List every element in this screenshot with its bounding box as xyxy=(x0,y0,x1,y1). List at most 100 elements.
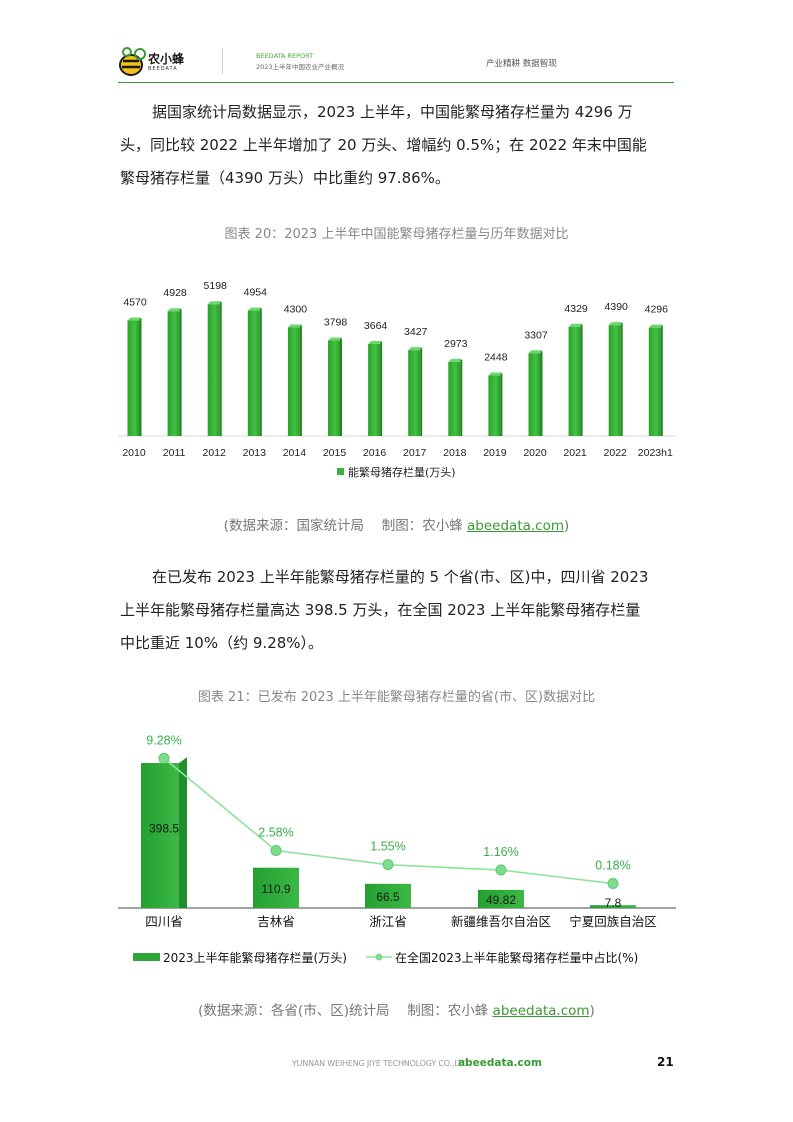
province-sow-combo-chart: 398.5 四川省 110.9 吉林省 66.5 浙江省 49.82 新疆维吾尔自治区 7.8 宁… xyxy=(118,733,676,965)
logo-subtext: BEEDATA xyxy=(148,66,178,72)
paragraph-1-line: 据国家统计局数据显示，2023 上半年，中国能繁母猪存栏量为 4296 万 xyxy=(152,103,633,121)
line-point xyxy=(270,844,282,856)
bar xyxy=(408,350,421,436)
tick-label: 宁夏回族自治区 xyxy=(569,914,657,929)
paragraph-1-line: 头，同比较 2022 上半年增加了 20 万头、增幅约 0.5%；在 2022 … xyxy=(120,136,647,154)
paragraph-2-line: 上半年能繁母猪存栏量高达 398.5 万头，在全国 2023 上半年能繁母猪存栏… xyxy=(120,601,641,619)
tick-label: 2010 xyxy=(122,447,146,459)
bar xyxy=(365,883,411,908)
data-label: 2973 xyxy=(444,338,468,350)
tick-label: 四川省 xyxy=(145,914,183,929)
bar xyxy=(448,361,461,436)
bar-side xyxy=(620,323,623,436)
source-1-text: (数据来源：国家统计局 制图：农小蜂 xyxy=(223,518,468,534)
data-label: 3307 xyxy=(524,329,548,341)
tick-label: 2015 xyxy=(323,447,347,459)
bar-side xyxy=(259,308,262,436)
tick-label: 2014 xyxy=(283,447,307,459)
tick-label: 2018 xyxy=(443,447,467,459)
chart-1-caption: 图表 20：2023 上半年中国能繁母猪存栏量与历年数据对比 xyxy=(224,227,569,242)
bar-side xyxy=(340,338,342,436)
bar xyxy=(141,763,179,908)
bar xyxy=(528,353,541,436)
bar-top xyxy=(648,324,663,328)
report-label: BEEDATA REPORT xyxy=(256,52,314,60)
logo: 农小蜂 BEEDATA xyxy=(118,46,210,78)
header-divider xyxy=(222,48,223,74)
source-2-link[interactable]: abeedata.com xyxy=(492,1003,590,1019)
line-point xyxy=(607,878,619,890)
legend-swatch-bar xyxy=(133,953,160,961)
legend-label: 能繁母猪存栏量(万头) xyxy=(348,465,456,479)
tick-label: 吉林省 xyxy=(257,914,295,929)
bar-top xyxy=(167,308,182,312)
bar-top xyxy=(408,347,423,351)
tick-label: 2013 xyxy=(243,447,267,459)
data-label: 4329 xyxy=(564,303,588,315)
bar-top xyxy=(287,324,302,328)
bar-side xyxy=(420,348,423,436)
bar xyxy=(478,889,524,908)
tick-label: 2023h1 xyxy=(638,447,673,459)
bar-side xyxy=(540,351,543,436)
page-number: 21 xyxy=(657,1055,674,1069)
bar xyxy=(488,375,501,436)
legend-swatch-dot xyxy=(375,953,383,961)
tick-label: 2021 xyxy=(563,447,587,459)
bee-logo-icon xyxy=(119,47,146,76)
bar-side xyxy=(380,342,383,436)
line-data-label: 2.58% xyxy=(258,825,293,839)
footer-website[interactable]: abeedata.com xyxy=(458,1057,542,1069)
tick-label: 2016 xyxy=(363,447,387,459)
bar xyxy=(287,327,300,436)
line-point xyxy=(382,859,394,871)
bar xyxy=(568,326,581,436)
bar-data-label: 398.5 xyxy=(149,822,179,836)
line-point xyxy=(158,752,170,764)
paragraph-1-line: 繁母猪存栏量（4390 万头）中比重约 97.86%。 xyxy=(120,169,450,187)
report-title: 2023上半年中国农业产业概况 xyxy=(256,63,345,71)
source-1-link[interactable]: abeedata.com xyxy=(467,518,565,534)
data-label: 3798 xyxy=(324,317,348,329)
bar xyxy=(253,867,299,908)
tick-label: 浙江省 xyxy=(369,914,407,929)
bar-side xyxy=(660,325,663,436)
tick-label: 2012 xyxy=(203,447,227,459)
legend-swatch xyxy=(337,468,344,475)
paragraph-1: 据国家统计局数据显示，2023 上半年，中国能繁母猪存栏量为 4296 万 头，… xyxy=(120,96,676,195)
data-label: 4296 xyxy=(645,304,669,316)
line-point xyxy=(495,864,507,876)
bar xyxy=(328,340,340,436)
bar-side xyxy=(500,373,503,436)
tick-label: 2017 xyxy=(403,447,427,459)
legend-label-line: 在全国2023上半年能繁母猪存栏量中占比(%) xyxy=(395,950,638,965)
line-data-label: 0.18% xyxy=(595,859,630,873)
paragraph-2: 在已发布 2023 上半年能繁母猪存栏量的 5 个省(市、区)中，四川省 202… xyxy=(120,561,676,660)
header-rule xyxy=(118,82,674,83)
bar-side xyxy=(219,302,222,436)
bar-side xyxy=(139,318,142,436)
page-header: 农小蜂 BEEDATA BEEDATA REPORT 2023上半年中国农业产业… xyxy=(118,40,674,84)
national-sow-bar-chart: 4570 2010 4928 2011 5198 2012 4954 2013 4300 2014… xyxy=(118,280,676,479)
bar xyxy=(648,327,661,436)
bar xyxy=(608,325,621,436)
data-label: 4954 xyxy=(244,287,268,299)
data-label: 2448 xyxy=(484,352,508,364)
source-2-close: ) xyxy=(589,1003,595,1019)
bar xyxy=(590,905,636,908)
data-label: 4390 xyxy=(605,301,629,313)
bar xyxy=(247,310,260,436)
chart-2-source: (数据来源：各省(市、区)统计局 制图：农小蜂 abeedata.com) xyxy=(0,999,793,1019)
data-label: 3664 xyxy=(364,320,388,332)
bar-side xyxy=(299,325,302,436)
bar-data-label: 110.9 xyxy=(261,882,290,896)
bar-data-label: 66.5 xyxy=(376,890,400,904)
bar-top xyxy=(528,350,543,354)
bar-top xyxy=(448,358,463,362)
data-label: 4300 xyxy=(284,304,308,316)
line-data-label: 1.55% xyxy=(370,840,405,854)
bar-top xyxy=(127,317,142,321)
bar-top xyxy=(608,322,623,326)
data-label: 3427 xyxy=(404,326,428,338)
tick-label: 2011 xyxy=(163,447,186,459)
